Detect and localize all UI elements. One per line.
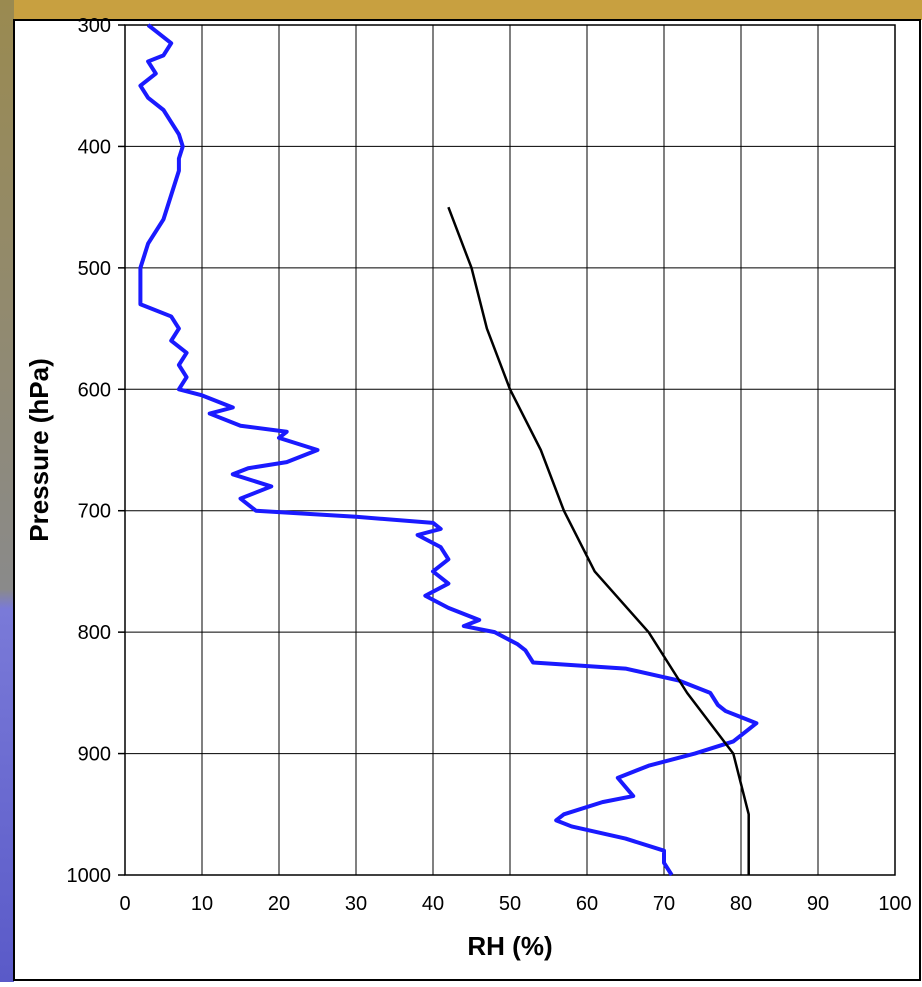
x-tick-label: 20 (268, 893, 290, 915)
x-tick-label: 50 (499, 893, 521, 915)
x-tick-label: 40 (422, 893, 444, 915)
data-line (138, 23, 759, 877)
x-axis-label: RH (%) (467, 931, 552, 961)
y-tick-label: 400 (78, 136, 111, 158)
y-tick-label: 800 (78, 622, 111, 644)
y-tick-label: 700 (78, 501, 111, 523)
x-tick-label: 70 (653, 893, 675, 915)
x-tick-label: 100 (878, 893, 911, 915)
data-line (447, 206, 750, 875)
x-tick-label: 30 (345, 893, 367, 915)
y-tick-label: 500 (78, 258, 111, 280)
y-tick-label: 1000 (67, 865, 112, 887)
y-tick-label: 300 (78, 15, 111, 37)
y-tick-label: 600 (78, 379, 111, 401)
x-tick-label: 90 (807, 893, 829, 915)
x-tick-label: 80 (730, 893, 752, 915)
chart-frame (13, 19, 921, 981)
y-axis-label: Pressure (hPa) (24, 358, 54, 542)
background-strip (14, 0, 922, 20)
x-tick-label: 0 (119, 893, 130, 915)
background-strip (0, 0, 14, 982)
y-tick-label: 900 (78, 744, 111, 766)
x-tick-label: 60 (576, 893, 598, 915)
x-tick-label: 10 (191, 893, 213, 915)
